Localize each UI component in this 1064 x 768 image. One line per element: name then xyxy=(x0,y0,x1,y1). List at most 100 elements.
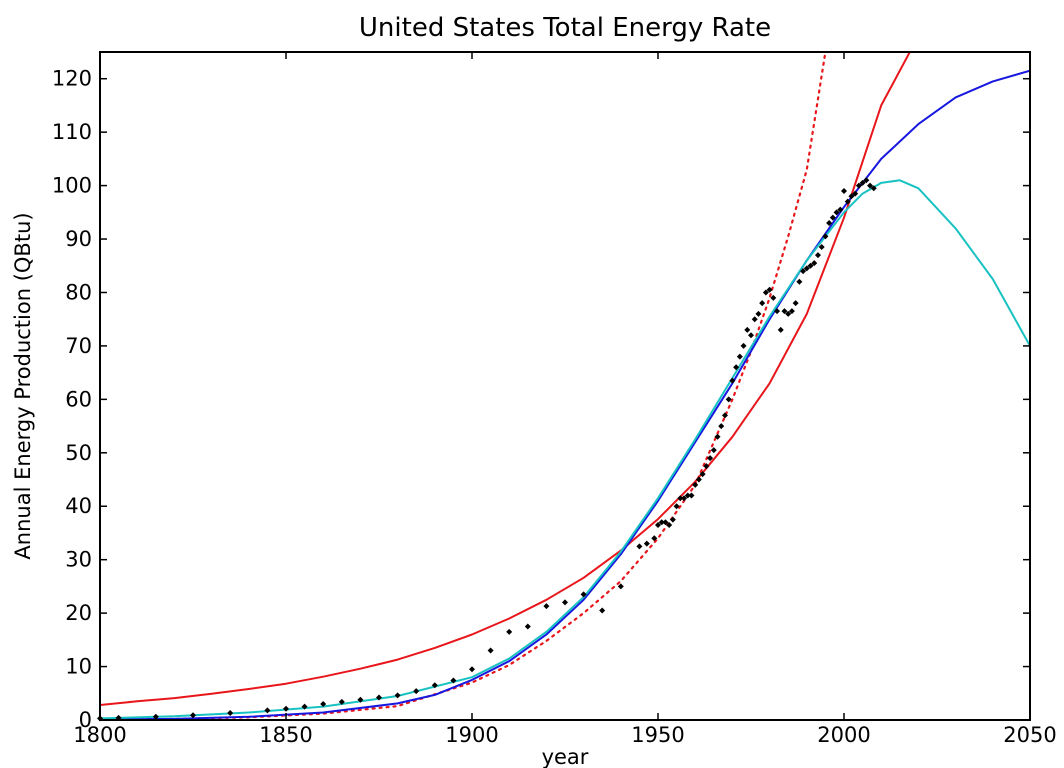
axis-ticks xyxy=(99,52,1031,721)
data-point xyxy=(859,179,866,186)
data-point xyxy=(658,519,665,526)
data-point xyxy=(736,353,743,360)
data-point xyxy=(666,521,673,528)
data-point xyxy=(822,233,829,240)
data-point xyxy=(792,300,799,307)
data-point xyxy=(718,423,725,430)
data-point xyxy=(617,583,624,590)
data-point xyxy=(357,696,364,703)
y-tick-label: 70 xyxy=(65,334,92,358)
y-tick-label: 30 xyxy=(65,548,92,572)
data-point xyxy=(855,182,862,189)
data-point xyxy=(469,666,475,673)
data-point xyxy=(781,308,788,315)
data-point xyxy=(283,705,289,712)
data-point xyxy=(684,492,691,499)
data-point xyxy=(301,703,308,710)
data-point xyxy=(863,177,870,184)
data-point xyxy=(748,332,754,339)
plot-frame xyxy=(99,51,1031,721)
data-point xyxy=(599,607,606,614)
data-point xyxy=(190,712,196,719)
data-point xyxy=(800,268,807,275)
data-point xyxy=(677,495,684,502)
data-point xyxy=(803,265,810,272)
data-point xyxy=(487,647,494,654)
data-point xyxy=(707,455,714,462)
axis-tick-labels: 1800 1850 1900 1950 2000 2050 0 10 20 30 40 50 60 70 8… xyxy=(52,67,1057,747)
y-tick-label: 0 xyxy=(79,708,92,732)
y-tick-label: 110 xyxy=(52,120,92,144)
data-point xyxy=(829,214,836,221)
data-point xyxy=(320,700,327,707)
data-point xyxy=(524,623,531,630)
y-tick-label: 50 xyxy=(65,441,92,465)
series-line-2 xyxy=(100,52,827,720)
data-point xyxy=(636,543,643,550)
data-point xyxy=(714,433,721,440)
y-axis-title: Annual Energy Production (QBtu) xyxy=(11,212,35,559)
data-point xyxy=(844,198,851,205)
data-point xyxy=(431,682,438,689)
data-point xyxy=(413,688,420,695)
data-point xyxy=(703,463,710,470)
data-point xyxy=(766,286,773,293)
data-point xyxy=(651,535,658,542)
data-point xyxy=(811,260,818,267)
x-tick-label: 1950 xyxy=(631,723,684,747)
data-point xyxy=(673,503,680,510)
y-tick-label: 120 xyxy=(52,67,92,91)
x-tick-label: 2000 xyxy=(817,723,870,747)
y-tick-label: 40 xyxy=(65,494,92,518)
data-point xyxy=(543,603,550,610)
data-point xyxy=(655,521,661,528)
data-point xyxy=(227,710,234,717)
data-point xyxy=(837,206,844,213)
data-point xyxy=(688,492,695,499)
data-point xyxy=(669,516,676,523)
data-point xyxy=(796,278,803,285)
data-point xyxy=(740,342,747,349)
data-point xyxy=(729,377,736,384)
data-point xyxy=(870,185,877,192)
data-point xyxy=(762,289,769,296)
data-point xyxy=(867,182,874,189)
x-axis-title: year xyxy=(542,745,589,768)
data-point xyxy=(721,412,728,419)
data-point xyxy=(450,677,457,684)
data-point xyxy=(264,707,271,714)
data-point xyxy=(376,694,382,701)
data-point xyxy=(852,190,859,197)
series-line-4 xyxy=(100,179,1030,720)
data-point xyxy=(841,187,847,194)
x-tick-label: 1800 xyxy=(73,723,126,747)
series-line-3 xyxy=(100,69,1030,720)
y-tick-label: 80 xyxy=(65,280,92,304)
data-point xyxy=(818,244,825,251)
data-point xyxy=(681,495,688,502)
chart-curves xyxy=(100,52,1030,720)
data-point xyxy=(833,209,840,216)
data-point xyxy=(814,252,821,259)
data-point xyxy=(506,628,513,635)
x-tick-label: 1900 xyxy=(445,723,498,747)
data-point xyxy=(562,599,568,606)
chart-title: United States Total Energy Rate xyxy=(359,13,771,43)
data-point xyxy=(643,540,650,547)
data-point xyxy=(338,698,345,705)
data-point xyxy=(692,481,699,488)
data-point xyxy=(777,326,784,333)
y-tick-label: 90 xyxy=(65,227,92,251)
data-point xyxy=(744,326,751,333)
data-point xyxy=(710,447,717,454)
y-tick-label: 20 xyxy=(65,601,92,625)
data-point xyxy=(580,591,587,598)
data-point xyxy=(733,364,740,371)
data-point xyxy=(848,193,855,200)
x-tick-label: 2050 xyxy=(1003,723,1056,747)
data-point xyxy=(807,262,814,269)
y-tick-label: 100 xyxy=(52,174,92,198)
x-tick-label: 1850 xyxy=(259,723,312,747)
data-point xyxy=(695,476,702,483)
